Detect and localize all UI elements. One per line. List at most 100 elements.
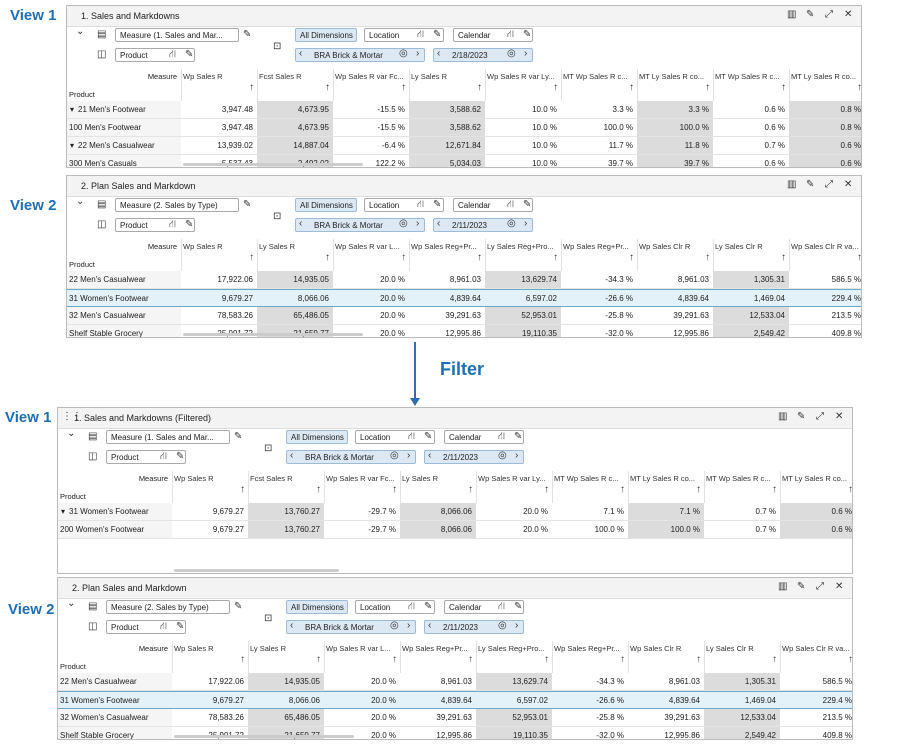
product-button[interactable]: Product: [106, 620, 186, 634]
all-dimensions-button[interactable]: All Dimensions: [295, 28, 357, 42]
column-header[interactable]: Wp Sales Clr R va...: [782, 644, 850, 653]
column-header[interactable]: MT Wp Sales R c...: [706, 474, 771, 483]
location-edit[interactable]: ✎: [433, 29, 442, 40]
store-next[interactable]: ›: [416, 48, 420, 59]
location-edit[interactable]: ✎: [433, 199, 442, 210]
sort-arrow[interactable]: ↑: [401, 252, 406, 263]
sort-arrow[interactable]: ↑: [477, 82, 482, 93]
sort-arrow[interactable]: ↑: [620, 654, 625, 665]
sort-arrow[interactable]: ↑: [401, 82, 406, 93]
column-header[interactable]: Wp Sales R var Ly...: [487, 72, 555, 81]
column-header[interactable]: Ly Sales R: [411, 72, 447, 81]
column-header[interactable]: Wp Sales Clr R: [639, 242, 691, 251]
column-header[interactable]: Ly Sales Clr R: [715, 242, 763, 251]
sort-arrow[interactable]: ↑: [553, 252, 558, 263]
column-header[interactable]: Wp Sales Reg+Pr...: [563, 242, 629, 251]
column-header[interactable]: Wp Sales R: [183, 72, 223, 81]
column-header[interactable]: Wp Sales Reg+Pr...: [411, 242, 477, 251]
calendar-edit[interactable]: ✎: [514, 431, 523, 442]
product-edit[interactable]: ✎: [185, 49, 194, 60]
all-dimensions-button[interactable]: All Dimensions: [286, 430, 348, 444]
sort-arrow[interactable]: ↑: [240, 654, 245, 665]
column-header[interactable]: Wp Sales Reg+Pr...: [402, 644, 468, 653]
sort-arrow[interactable]: ↑: [544, 654, 549, 665]
column-header[interactable]: MT Wp Sales R c...: [715, 72, 780, 81]
sort-arrow[interactable]: ↑: [553, 82, 558, 93]
sort-arrow[interactable]: ↑: [620, 484, 625, 495]
measure-dropdown[interactable]: Measure (1. Sales and Mar...: [106, 430, 230, 444]
product-edit[interactable]: ✎: [176, 451, 185, 462]
chart-button[interactable]: ▥: [778, 581, 788, 592]
all-dimensions-button[interactable]: All Dimensions: [295, 198, 357, 212]
column-header[interactable]: Ly Sales Reg+Pro...: [487, 242, 554, 251]
date-selector[interactable]: 2/18/2023: [433, 48, 533, 62]
sort-arrow[interactable]: ↑: [316, 654, 321, 665]
sort-arrow[interactable]: ↑: [781, 82, 786, 93]
expand-button[interactable]: ⤢: [816, 411, 824, 422]
column-header[interactable]: MT Wp Sales R c...: [554, 474, 619, 483]
sort-arrow[interactable]: ↑: [629, 252, 634, 263]
sort-arrow[interactable]: ↑: [392, 484, 397, 495]
calendar-edit[interactable]: ✎: [523, 199, 532, 210]
date-next[interactable]: ›: [524, 218, 528, 229]
store-prev[interactable]: ‹: [290, 450, 294, 461]
date-selector[interactable]: 2/11/2023: [424, 620, 524, 634]
sort-arrow[interactable]: ↑: [857, 82, 862, 93]
table-row[interactable]: 22 Men's Casualwear 17,922.06 14,935.05 20.…: [58, 673, 852, 691]
store-selector[interactable]: BRA Brick & Mortar: [286, 620, 416, 634]
column-header[interactable]: Wp Sales R var L...: [335, 242, 400, 251]
close-button[interactable]: ✕: [835, 581, 844, 592]
table-row[interactable]: 100 Men's Footwear 3,947.48 4,673.95 -15.5 …: [67, 119, 861, 137]
sort-arrow[interactable]: ↑: [392, 654, 397, 665]
column-header[interactable]: MT Wp Sales R c...: [563, 72, 628, 81]
store-prev[interactable]: ‹: [290, 620, 294, 631]
product-button[interactable]: Product: [115, 218, 195, 232]
product-edit[interactable]: ✎: [176, 621, 185, 632]
table-row[interactable]: Shelf Stable Grocery 25,991.7221,659.77 20…: [67, 325, 861, 337]
date-prev[interactable]: ‹: [437, 48, 441, 59]
table-row[interactable]: ▾ 22 Men's Casualwear 13,939.02 14,887.04 -6…: [67, 137, 861, 155]
all-dimensions-button[interactable]: All Dimensions: [286, 600, 348, 614]
location-button[interactable]: Location: [355, 430, 435, 444]
calendar-button[interactable]: Calendar: [453, 198, 533, 212]
sort-arrow[interactable]: ↑: [325, 252, 330, 263]
measure-dropdown[interactable]: Measure (2. Sales by Type): [115, 198, 239, 212]
sort-arrow[interactable]: ↑: [477, 252, 482, 263]
date-prev[interactable]: ‹: [428, 450, 432, 461]
measure-edit[interactable]: ✎: [234, 601, 243, 612]
location-edit[interactable]: ✎: [424, 431, 433, 442]
close-button[interactable]: ✕: [835, 411, 844, 422]
column-header[interactable]: Fcst Sales R: [259, 72, 302, 81]
collapse-toggle[interactable]: ⌄: [76, 196, 85, 207]
column-header[interactable]: Wp Sales Clr R: [630, 644, 682, 653]
store-prev[interactable]: ‹: [299, 48, 303, 59]
edit-button[interactable]: ✎: [806, 179, 815, 190]
sort-arrow[interactable]: ↑: [316, 484, 321, 495]
table-row[interactable]: 200 Women's Footwear 9,679.27 13,760.27 -29…: [58, 521, 852, 539]
sort-arrow[interactable]: ↑: [772, 484, 777, 495]
table-row[interactable]: Shelf Stable Grocery 25,991.7221,659.77 20…: [58, 727, 852, 739]
sort-arrow[interactable]: ↑: [857, 252, 862, 263]
sort-arrow[interactable]: ↑: [848, 654, 853, 665]
date-prev[interactable]: ‹: [437, 218, 441, 229]
product-button[interactable]: Product: [106, 450, 186, 464]
measure-dropdown[interactable]: Measure (2. Sales by Type): [106, 600, 230, 614]
expand-toggle[interactable]: ▾: [70, 105, 75, 114]
sort-arrow[interactable]: ↑: [249, 82, 254, 93]
chart-button[interactable]: ▥: [778, 411, 788, 422]
edit-button[interactable]: ✎: [797, 581, 806, 592]
close-button[interactable]: ✕: [844, 179, 853, 190]
column-header[interactable]: Ly Sales Clr R: [706, 644, 754, 653]
sort-arrow[interactable]: ↑: [781, 252, 786, 263]
column-header[interactable]: MT Ly Sales R co...: [791, 72, 857, 81]
calendar-button[interactable]: Calendar: [453, 28, 533, 42]
product-button[interactable]: Product: [115, 48, 195, 62]
measure-dropdown[interactable]: Measure (1. Sales and Mar...: [115, 28, 239, 42]
column-header[interactable]: Wp Sales R var Ly...: [478, 474, 546, 483]
date-prev[interactable]: ‹: [428, 620, 432, 631]
sort-arrow[interactable]: ↑: [325, 82, 330, 93]
sort-arrow[interactable]: ↑: [705, 82, 710, 93]
store-prev[interactable]: ‹: [299, 218, 303, 229]
column-header[interactable]: Ly Sales R: [250, 644, 286, 653]
sort-arrow[interactable]: ↑: [696, 484, 701, 495]
